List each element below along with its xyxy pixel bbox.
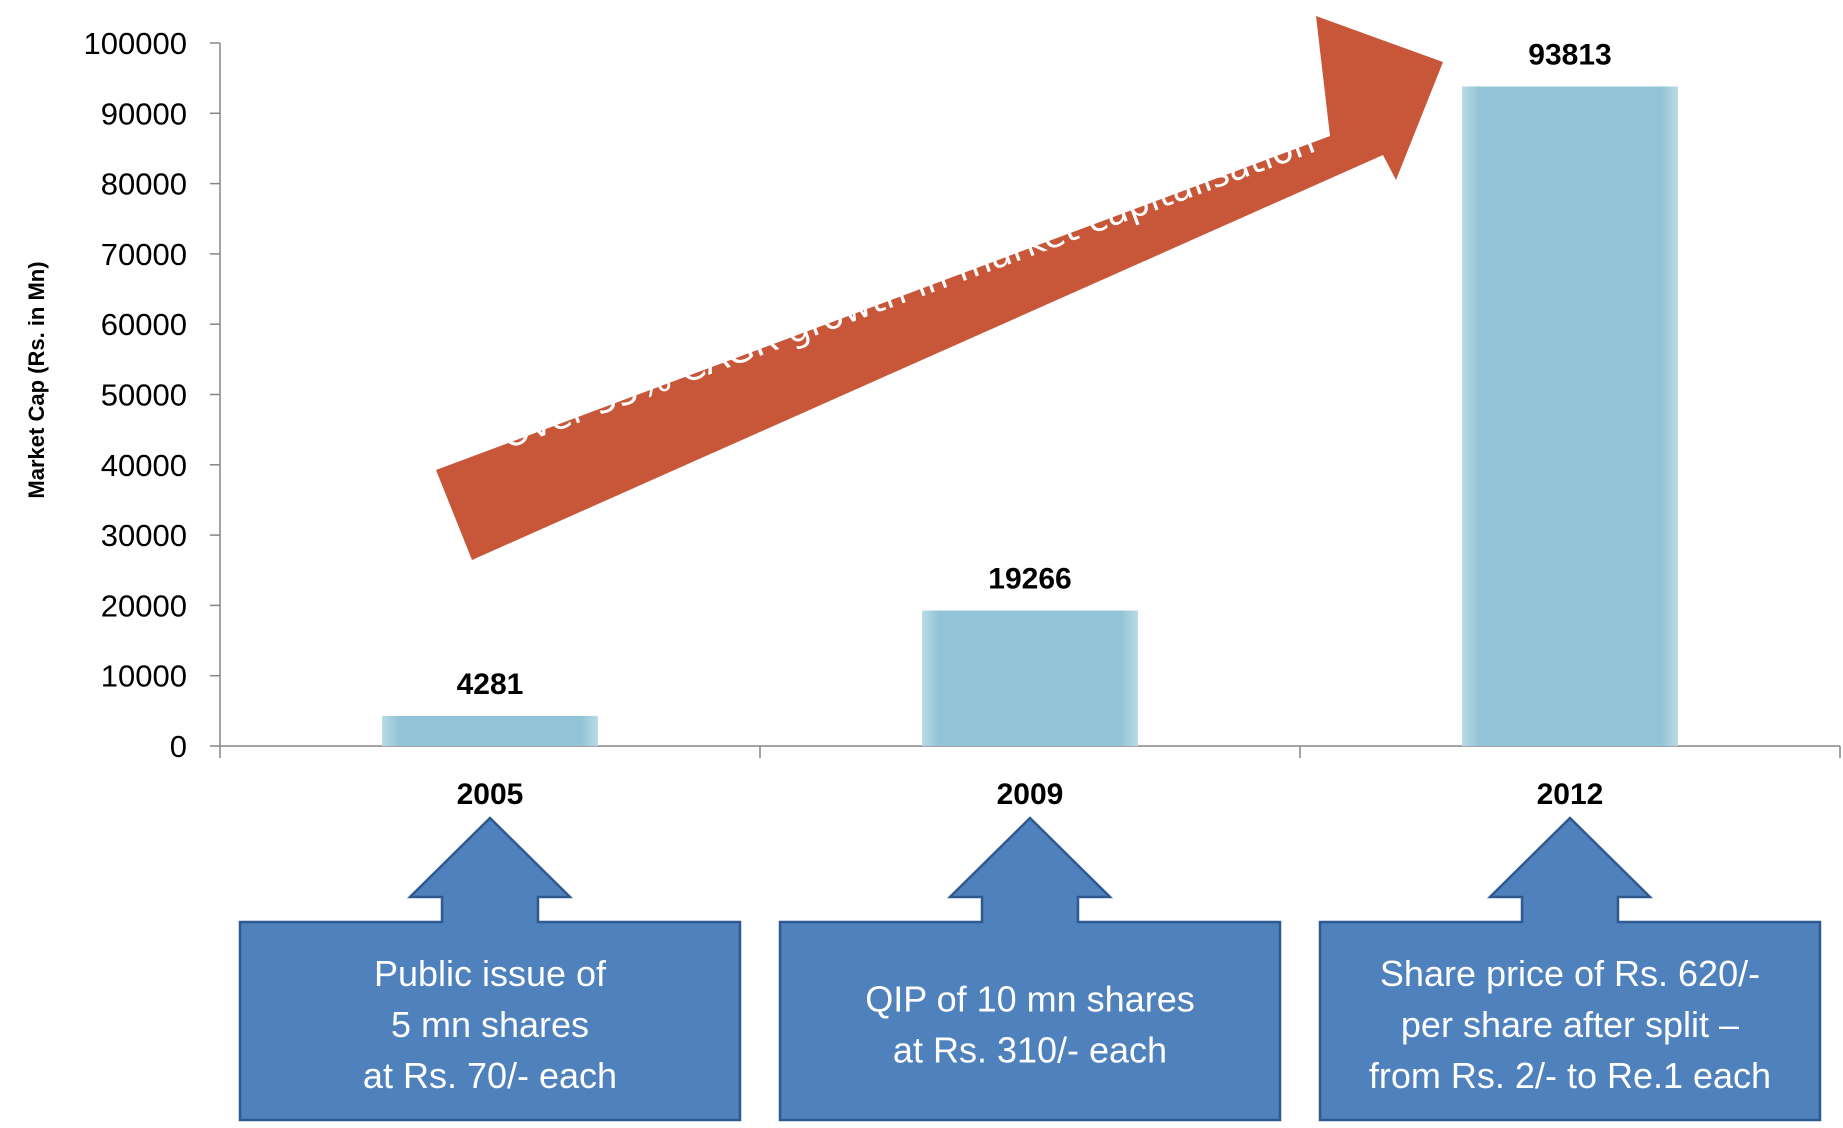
bar-data-label: 19266: [988, 563, 1071, 596]
bar-series: 4281 2005 19266 2009 93813 2012: [382, 38, 1678, 811]
growth-arrow-annotation: Over 55% CAGR growth in market capitalis…: [436, 16, 1443, 560]
y-tick-label: 70000: [101, 237, 187, 272]
growth-arrow-label: Over 55% CAGR growth in market capitalis…: [496, 121, 1321, 458]
callout-text-line: Public issue of: [374, 953, 607, 994]
x-axis: [219, 745, 1841, 758]
callout-2009: QIP of 10 mn shares at Rs. 310/- each: [778, 816, 1282, 1122]
y-axis-title: Market Cap (Rs. in Mn): [24, 261, 49, 498]
callout-text-line: Share price of Rs. 620/-: [1380, 953, 1760, 994]
growth-arrow-shape: [436, 16, 1443, 560]
bar-data-label: 4281: [457, 668, 524, 701]
x-category-label: 2009: [997, 778, 1064, 811]
bar: [1462, 86, 1678, 746]
x-category-label: 2005: [457, 778, 524, 811]
callout-shape: [1318, 816, 1822, 1122]
y-tick-label: 50000: [101, 378, 187, 413]
callouts: Public issue of 5 mn shares at Rs. 70/- ea…: [238, 816, 1822, 1122]
y-axis: 0 10000 20000 30000 40000 50000 60000 70000 8000…: [84, 26, 221, 764]
bar-data-label: 93813: [1528, 38, 1611, 71]
y-tick-label: 90000: [101, 96, 187, 131]
y-tick-label: 60000: [101, 307, 187, 342]
callout-text-line: 5 mn shares: [391, 1004, 589, 1045]
callout-text-line: from Rs. 2/- to Re.1 each: [1369, 1055, 1771, 1096]
callout-text-line: at Rs. 310/- each: [893, 1030, 1167, 1071]
y-tick-label: 30000: [101, 518, 187, 553]
callout-2005: Public issue of 5 mn shares at Rs. 70/- ea…: [238, 816, 742, 1122]
callout-text-line: at Rs. 70/- each: [363, 1055, 617, 1096]
y-tick-label: 40000: [101, 448, 187, 483]
y-tick-label: 0: [170, 729, 187, 764]
y-tick-label: 20000: [101, 588, 187, 623]
callout-shape: [238, 816, 742, 1122]
y-tick-label: 10000: [101, 659, 187, 694]
x-category-label: 2012: [1537, 778, 1604, 811]
bar: [922, 610, 1138, 746]
y-tick-label: 100000: [84, 26, 187, 61]
callout-text-line: QIP of 10 mn shares: [865, 979, 1195, 1020]
callout-2012: Share price of Rs. 620/- per share after …: [1318, 816, 1822, 1122]
callout-shape: [778, 816, 1282, 1122]
y-tick-label: 80000: [101, 167, 187, 202]
bar: [382, 715, 598, 746]
callout-text-line: per share after split –: [1401, 1004, 1739, 1045]
